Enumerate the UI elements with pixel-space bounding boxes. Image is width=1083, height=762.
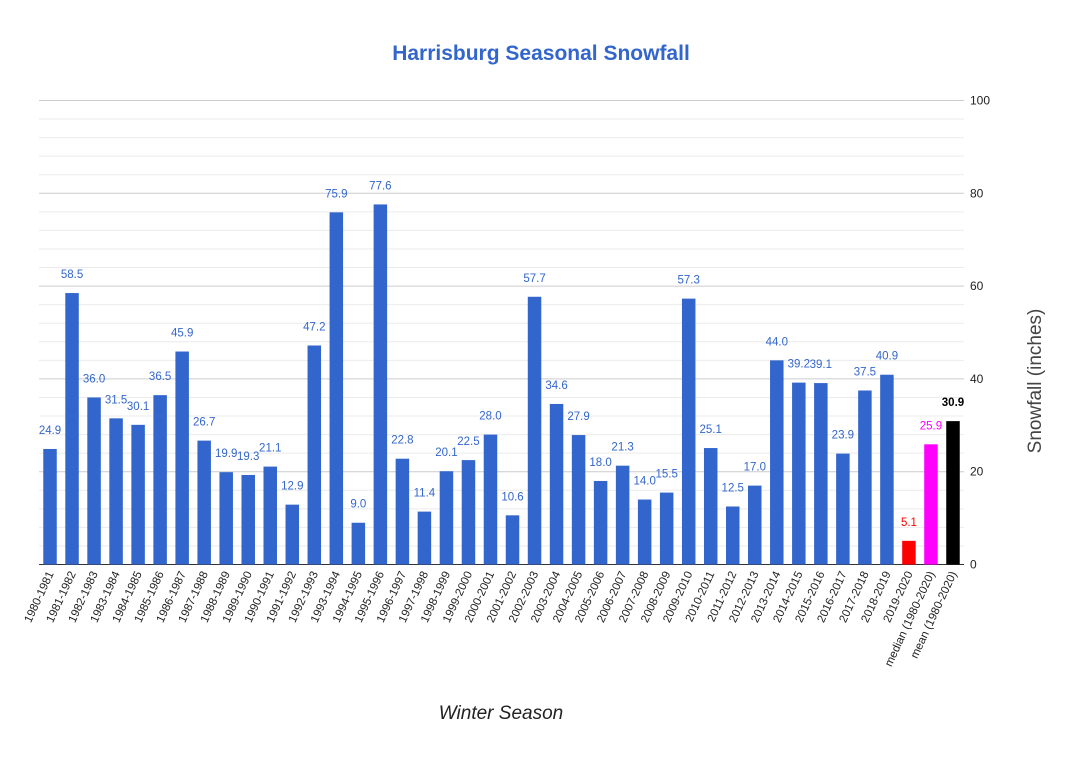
bar — [593, 480, 608, 565]
bar — [792, 382, 806, 565]
bar — [109, 418, 123, 565]
bars — [43, 204, 960, 565]
bar — [153, 395, 167, 565]
data-label: 77.6 — [369, 180, 391, 192]
y-tick-label: 100 — [970, 94, 990, 108]
data-label: 47.2 — [303, 321, 325, 333]
data-label: 26.7 — [193, 417, 215, 429]
y-axis-label: Snowfall (inches) — [1025, 309, 1046, 454]
data-label: 19.3 — [237, 451, 259, 463]
bar — [307, 345, 322, 565]
data-label: 30.9 — [942, 397, 964, 409]
data-label: 57.7 — [523, 273, 545, 285]
y-axis-ticks: 0 20 40 60 80 100 — [970, 94, 990, 572]
data-label: 21.1 — [259, 443, 281, 455]
bar — [637, 499, 652, 565]
data-label: 22.5 — [457, 436, 479, 448]
bar — [461, 460, 476, 565]
bar — [87, 397, 101, 565]
bar — [748, 485, 762, 565]
y-tick-label: 80 — [970, 186, 984, 200]
data-label: 21.3 — [611, 442, 633, 454]
data-label: 28.0 — [479, 411, 501, 423]
data-label: 23.9 — [832, 430, 854, 442]
data-label: 9.0 — [350, 499, 366, 511]
bar — [681, 298, 696, 565]
chart-title: Harrisburg Seasonal Snowfall — [392, 42, 690, 65]
y-tick-label: 60 — [970, 279, 984, 293]
data-label: 25.1 — [700, 424, 722, 436]
data-label: 19.9 — [215, 448, 237, 460]
bar — [505, 515, 520, 565]
bar — [175, 351, 189, 565]
bar — [285, 504, 300, 565]
y-tick-label: 0 — [970, 558, 977, 572]
bar — [726, 506, 740, 565]
bar — [43, 448, 57, 565]
category-labels: 1980-19811981-19821982-19831983-19841984… — [23, 569, 960, 668]
data-label: 39.2 — [788, 359, 810, 371]
x-axis-label: Winter Season — [439, 703, 563, 724]
bar — [417, 511, 432, 565]
data-label: 34.6 — [545, 380, 567, 392]
data-label: 12.5 — [722, 483, 744, 495]
data-label: 39.1 — [810, 359, 832, 371]
data-label: 5.1 — [901, 517, 917, 529]
data-label: 27.9 — [567, 411, 589, 423]
bar — [703, 448, 718, 565]
data-label: 11.4 — [414, 488, 436, 500]
data-label: 30.1 — [127, 401, 149, 413]
bar — [571, 435, 586, 565]
bar — [836, 453, 850, 565]
data-label: 58.5 — [61, 269, 83, 281]
gridlines — [39, 100, 964, 565]
bar — [351, 522, 366, 565]
bar — [197, 440, 211, 565]
data-label: 37.5 — [854, 367, 876, 379]
y-tick-label: 40 — [970, 372, 984, 386]
data-label: 14.0 — [633, 476, 655, 488]
data-label: 22.8 — [391, 435, 413, 447]
data-label: 12.9 — [281, 481, 303, 493]
bar — [483, 434, 498, 565]
data-label: 36.5 — [149, 371, 171, 383]
bar — [131, 424, 145, 565]
data-label: 45.9 — [171, 328, 193, 340]
bar — [263, 466, 277, 565]
bar — [395, 458, 410, 565]
bar — [858, 390, 872, 565]
bar — [219, 472, 233, 565]
data-label: 75.9 — [325, 188, 347, 200]
y-tick-label: 20 — [970, 465, 984, 479]
data-label: 57.3 — [678, 275, 700, 287]
bar — [659, 492, 674, 565]
bar — [549, 403, 564, 565]
data-label: 17.0 — [744, 462, 766, 474]
bar — [615, 465, 630, 565]
bar — [329, 212, 344, 565]
bar — [65, 293, 79, 565]
data-label: 31.5 — [105, 394, 127, 406]
data-labels: 24.9 58.5 36.031.530.1 36.5 45.9 26.7 19.9 19.3… — [39, 180, 964, 528]
data-label: 36.0 — [83, 373, 105, 385]
bar — [924, 444, 938, 565]
bar — [902, 540, 916, 565]
bar — [814, 383, 828, 565]
data-label: 40.9 — [876, 351, 898, 363]
data-label: 25.9 — [920, 420, 942, 432]
bar — [439, 471, 454, 565]
data-label: 24.9 — [39, 425, 61, 437]
bar — [241, 474, 255, 565]
data-label: 15.5 — [655, 469, 677, 481]
bar — [946, 421, 960, 565]
bar — [527, 296, 542, 565]
bar — [880, 374, 894, 565]
bar — [373, 204, 388, 565]
data-label: 20.1 — [435, 447, 457, 459]
data-label: 18.0 — [589, 457, 611, 469]
data-label: 10.6 — [501, 491, 523, 503]
data-label: 44.0 — [766, 336, 788, 348]
bar — [770, 360, 784, 565]
